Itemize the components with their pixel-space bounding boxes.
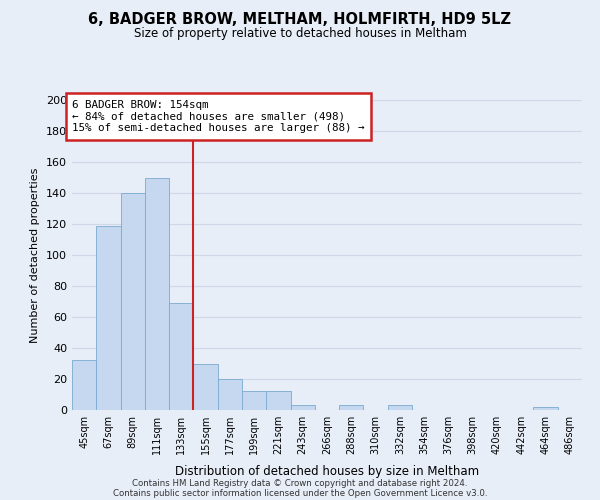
Text: 6 BADGER BROW: 154sqm
← 84% of detached houses are smaller (498)
15% of semi-det: 6 BADGER BROW: 154sqm ← 84% of detached … [72,100,365,133]
Text: Size of property relative to detached houses in Meltham: Size of property relative to detached ho… [134,28,466,40]
Text: Contains public sector information licensed under the Open Government Licence v3: Contains public sector information licen… [113,488,487,498]
X-axis label: Distribution of detached houses by size in Meltham: Distribution of detached houses by size … [175,466,479,478]
Bar [218,379,242,410]
Bar [72,360,96,410]
Bar [169,303,193,410]
Y-axis label: Number of detached properties: Number of detached properties [31,168,40,342]
Bar [145,178,169,410]
Bar [533,407,558,410]
Text: Contains HM Land Registry data © Crown copyright and database right 2024.: Contains HM Land Registry data © Crown c… [132,478,468,488]
Bar [193,364,218,410]
Bar [242,392,266,410]
Bar [121,193,145,410]
Bar [290,406,315,410]
Bar [96,226,121,410]
Text: 6, BADGER BROW, MELTHAM, HOLMFIRTH, HD9 5LZ: 6, BADGER BROW, MELTHAM, HOLMFIRTH, HD9 … [89,12,511,28]
Bar [339,406,364,410]
Bar [388,406,412,410]
Bar [266,392,290,410]
